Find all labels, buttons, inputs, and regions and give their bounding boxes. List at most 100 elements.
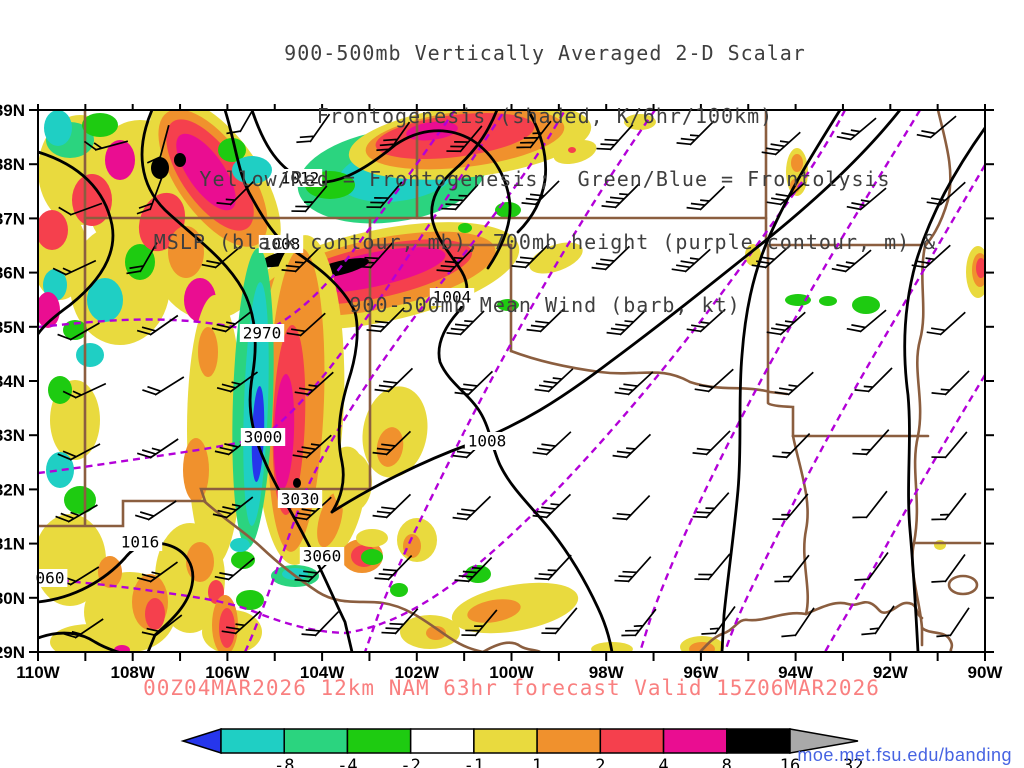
- colorbar-segment: [726, 728, 791, 754]
- lon-axis-label: 94W: [778, 663, 814, 682]
- wind-barb: [516, 120, 552, 149]
- wind-barb: [701, 605, 736, 635]
- wind-barb: [374, 554, 413, 581]
- lon-axis-label: 110W: [16, 663, 60, 682]
- colorbar-label: 2: [595, 756, 605, 768]
- wind-barb: [836, 117, 877, 141]
- state-border-line: [202, 499, 485, 652]
- wind-barb: [62, 382, 107, 399]
- wind-barb: [621, 608, 657, 637]
- state-border-line: [911, 110, 952, 647]
- wind-barb: [774, 371, 814, 396]
- contour-label-box: [258, 235, 304, 253]
- map-axes: 39N 38N 37N 36N 35N 34N 33N 32N 31N 30N 29N110W 108…: [0, 101, 1003, 682]
- wind-barb: [926, 311, 966, 336]
- wind-barb: [846, 309, 887, 333]
- wind-barb: [936, 607, 970, 638]
- wind-barb: [381, 608, 419, 635]
- state-border-line: [804, 601, 924, 620]
- wind-barb: [601, 183, 640, 209]
- wind-barb: [772, 432, 811, 459]
- wind-barb: [532, 493, 572, 519]
- lat-axis-label: 36N: [0, 264, 25, 283]
- wind-barb: [57, 322, 100, 341]
- state-border-line: [199, 216, 372, 503]
- colorbar-right-arrow: [789, 728, 859, 754]
- contour-label-box: [299, 547, 345, 565]
- wind-barb: [58, 202, 103, 216]
- wind-barb: [534, 554, 572, 581]
- colorbar-segment: [409, 728, 475, 754]
- contour-label-text: 1012: [281, 169, 320, 188]
- wind-barb: [931, 553, 966, 583]
- wind-barb: [216, 371, 259, 393]
- colorbar-left-arrow: [180, 727, 222, 755]
- wind-barb: [692, 492, 730, 519]
- contour-label-box: [429, 288, 475, 306]
- wind-barb: [126, 242, 158, 275]
- wind-barb: [301, 610, 340, 637]
- height-contour-line: [823, 374, 985, 652]
- contour-label-text: 060: [36, 569, 65, 588]
- wind-barb: [291, 185, 328, 213]
- lat-axis-label: 30N: [0, 589, 25, 608]
- wind-barb: [596, 124, 634, 151]
- lat-axis-label: 33N: [0, 426, 25, 445]
- contour-label-text: 3060: [303, 547, 342, 566]
- frontogenesis-shading: [38, 110, 985, 652]
- wind-barb: [526, 307, 566, 333]
- wind-barb: [57, 443, 101, 461]
- state-border-line: [481, 641, 542, 652]
- wind-barb: [766, 311, 806, 336]
- contour-label-text: 3030: [281, 490, 320, 509]
- wind-barb: [676, 120, 715, 146]
- forecast-caption: 00Z04MAR2026 12km NAM 63hr forecast Vali…: [143, 676, 880, 700]
- lon-axis-label: 90W: [968, 663, 1004, 682]
- wind-barb: [612, 433, 652, 459]
- contour-label-box: [239, 324, 285, 342]
- mslp-contours: [38, 110, 985, 652]
- title-line-3: Yellow/Red = Frontogenesis; Green/Blue =…: [199, 167, 891, 191]
- wind-barb: [296, 113, 331, 144]
- credit-link[interactable]: moe.met.fsu.edu/banding: [797, 745, 1012, 765]
- wind-barb: [781, 607, 815, 638]
- colorbar-label: 32: [843, 756, 863, 768]
- lon-axis-label: 108W: [110, 663, 155, 682]
- wind-barb: [356, 242, 394, 269]
- wind-barb: [452, 495, 492, 521]
- wind-barb: [774, 554, 810, 583]
- wind-barb: [136, 561, 179, 583]
- height-contour-line: [38, 110, 506, 475]
- wind-barb: [931, 370, 970, 396]
- state-border-line: [791, 434, 810, 616]
- mslp-contour-line: [903, 126, 985, 652]
- contour-label-box: [464, 432, 510, 450]
- wind-barb: [372, 493, 412, 519]
- colorbar-label: -8: [274, 756, 294, 768]
- wind-barb: [216, 180, 255, 206]
- wind-barb: [831, 249, 872, 273]
- contour-label-text: 1008: [262, 235, 301, 254]
- wind-barb: [366, 181, 403, 209]
- wind-barbs: [52, 110, 970, 639]
- wind-barb: [766, 181, 806, 206]
- colorbar-segment: [346, 728, 412, 754]
- wind-barb: [532, 431, 572, 456]
- wind-barb: [201, 245, 242, 269]
- wind-barb: [751, 244, 791, 269]
- state-border-line: [38, 499, 207, 528]
- colorbar-label: 8: [722, 756, 732, 768]
- colorbar-label: 16: [780, 756, 800, 768]
- wind-barb: [292, 496, 332, 521]
- lat-axis-label: 31N: [0, 535, 25, 554]
- wind-barb: [614, 556, 652, 583]
- wind-barb: [454, 556, 493, 583]
- map-title-block: 900-500mb Vertically Averaged 2-D Scalar…: [66, 1, 1024, 358]
- wind-barb: [52, 259, 97, 276]
- colorbar-label: -1: [464, 756, 484, 768]
- wind-barb: [141, 614, 183, 637]
- colorbar-segment: [599, 728, 665, 754]
- wind-barb: [292, 434, 332, 459]
- lat-axis-label: 37N: [0, 209, 25, 228]
